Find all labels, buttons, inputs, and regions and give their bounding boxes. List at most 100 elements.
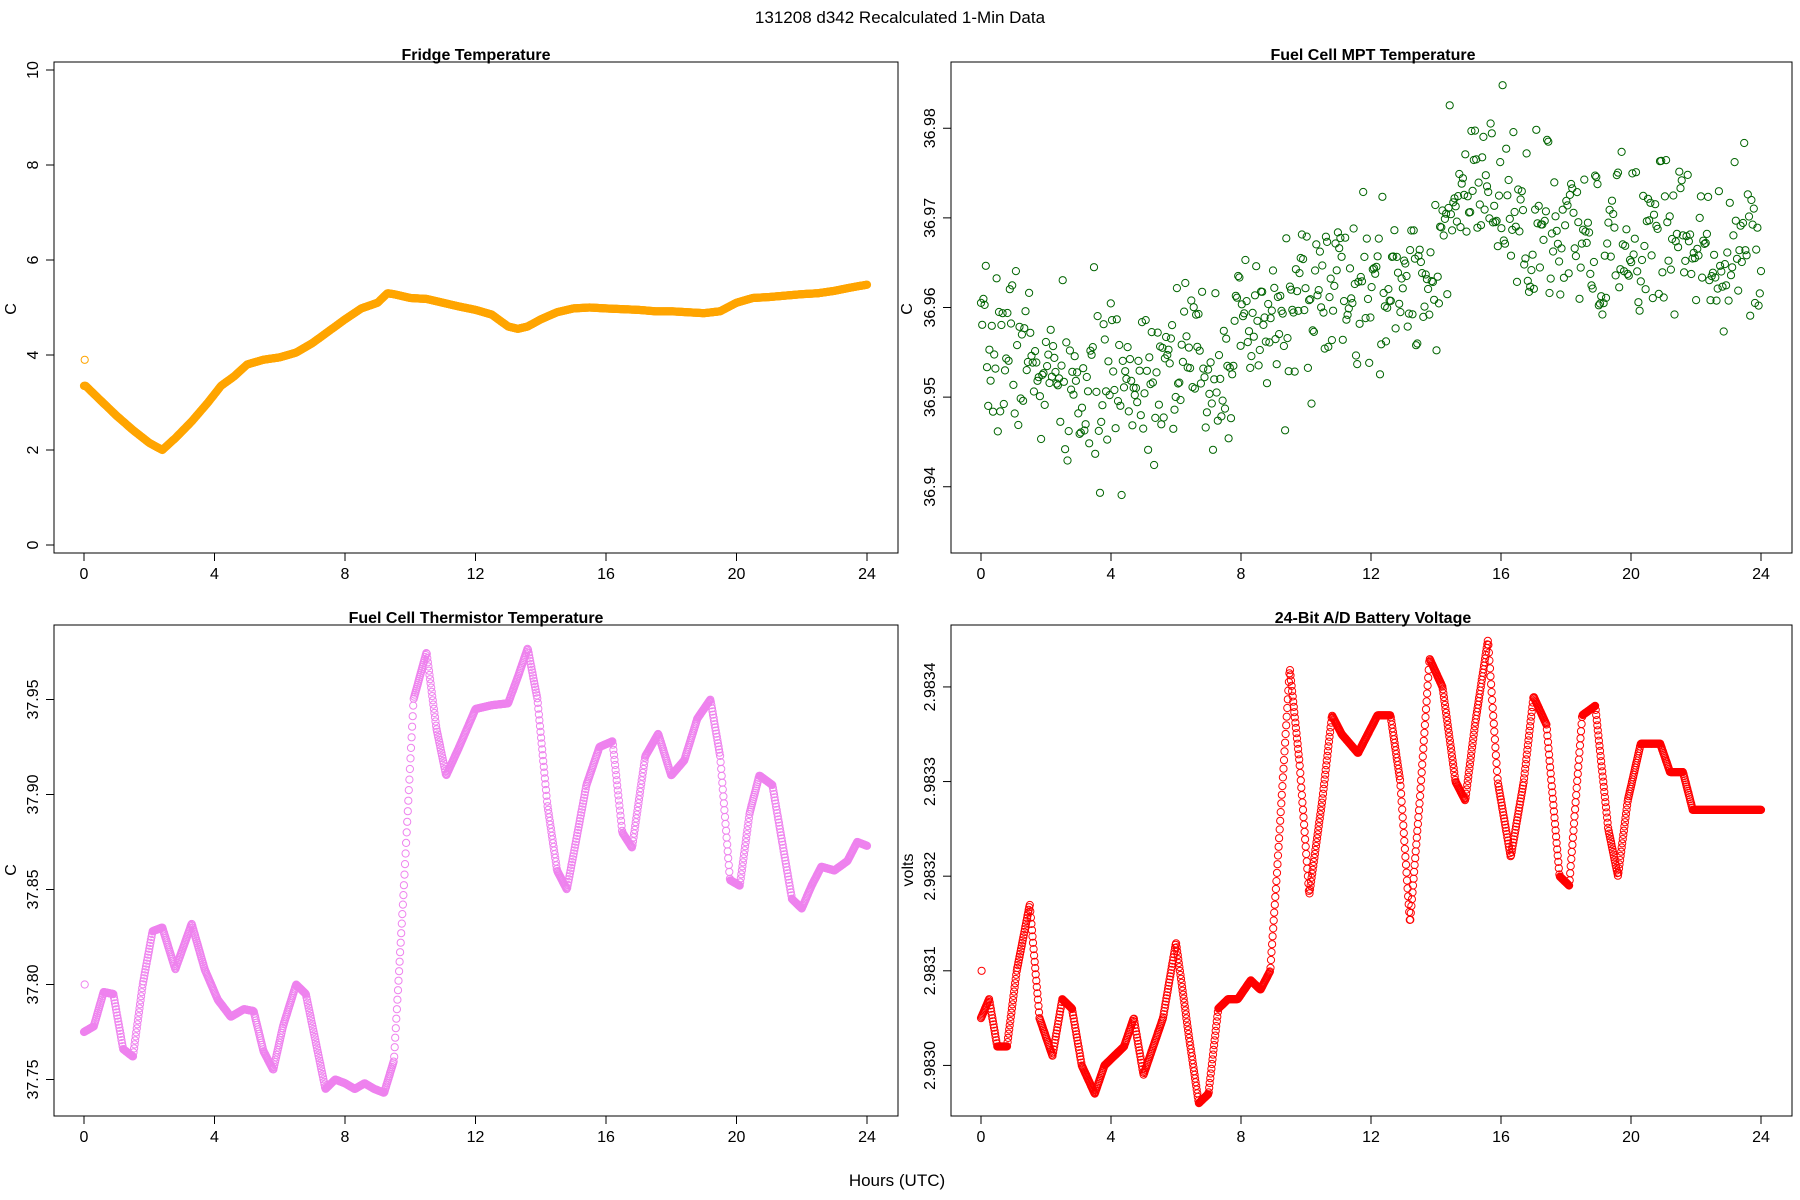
data-point bbox=[1568, 840, 1577, 849]
data-point bbox=[1488, 703, 1497, 713]
data-point bbox=[1298, 805, 1308, 814]
data-point bbox=[712, 732, 721, 742]
data-point bbox=[1575, 294, 1584, 303]
data-point bbox=[1593, 726, 1602, 735]
panel-title: 24-Bit A/D Battery Voltage bbox=[1275, 610, 1472, 627]
data-point bbox=[1518, 206, 1528, 215]
data-point bbox=[1701, 238, 1710, 248]
outlier-point bbox=[80, 980, 89, 989]
data-point bbox=[1492, 216, 1501, 225]
data-point bbox=[1415, 799, 1424, 808]
data-point bbox=[1599, 777, 1608, 786]
data-point bbox=[1597, 757, 1606, 766]
data-point bbox=[1712, 296, 1721, 305]
data-point bbox=[1146, 380, 1155, 389]
data-point bbox=[1343, 310, 1352, 319]
data-point bbox=[1063, 456, 1072, 465]
data-point bbox=[1490, 201, 1499, 210]
data-point bbox=[1369, 264, 1379, 273]
data-point bbox=[1088, 343, 1097, 352]
data-point bbox=[1595, 741, 1604, 750]
data-point bbox=[1242, 297, 1251, 306]
data-point bbox=[408, 722, 417, 731]
data-point bbox=[1158, 343, 1167, 352]
data-point bbox=[1728, 263, 1737, 272]
data-point bbox=[1729, 231, 1738, 240]
data-point bbox=[1139, 424, 1148, 433]
data-point bbox=[1165, 975, 1174, 984]
data-point bbox=[1462, 785, 1471, 794]
data-point bbox=[1439, 693, 1449, 702]
data-point bbox=[1357, 277, 1367, 286]
data-point bbox=[566, 863, 576, 872]
data-point bbox=[632, 810, 641, 819]
data-point bbox=[1544, 137, 1553, 146]
data-point bbox=[1111, 424, 1120, 433]
data-point bbox=[577, 805, 587, 814]
data-point bbox=[1261, 337, 1270, 346]
data-point bbox=[139, 977, 148, 986]
data-point bbox=[611, 760, 620, 770]
data-point bbox=[1734, 286, 1743, 295]
data-point bbox=[1381, 337, 1391, 346]
data-point bbox=[1366, 313, 1375, 322]
data-point bbox=[741, 838, 750, 847]
data-point bbox=[1050, 1038, 1059, 1048]
data-point bbox=[1163, 350, 1172, 360]
data-point bbox=[111, 1002, 120, 1011]
data-point bbox=[1670, 310, 1679, 319]
data-point bbox=[781, 859, 791, 868]
data-point bbox=[1133, 1036, 1142, 1045]
data-point bbox=[134, 1008, 144, 1017]
data-point bbox=[1074, 409, 1083, 418]
data-point bbox=[1004, 1029, 1013, 1038]
data-point bbox=[542, 791, 551, 800]
data-point bbox=[1601, 803, 1611, 812]
data-point bbox=[1305, 885, 1315, 894]
data-point bbox=[1633, 267, 1642, 276]
data-point bbox=[1017, 941, 1026, 950]
data-point bbox=[1604, 823, 1613, 833]
data-point bbox=[1417, 768, 1426, 777]
data-point bbox=[1298, 798, 1307, 807]
data-point bbox=[1317, 802, 1326, 811]
data-point bbox=[529, 677, 539, 686]
data-point bbox=[1051, 1032, 1060, 1041]
data-point bbox=[1131, 383, 1141, 393]
data-point bbox=[1543, 135, 1552, 144]
data-point bbox=[1514, 810, 1523, 819]
y-tick-label: 10 bbox=[25, 61, 42, 79]
data-point bbox=[1422, 697, 1431, 706]
data-point bbox=[438, 754, 447, 763]
data-point bbox=[1039, 369, 1048, 378]
data-point bbox=[1648, 294, 1657, 303]
data-point bbox=[527, 662, 536, 672]
data-point bbox=[1103, 435, 1112, 444]
data-point bbox=[1390, 226, 1399, 235]
data-point bbox=[1005, 1021, 1014, 1030]
data-point bbox=[1274, 842, 1283, 851]
data-point bbox=[1412, 840, 1421, 849]
data-point bbox=[1573, 188, 1582, 197]
data-point bbox=[1603, 818, 1612, 827]
data-point bbox=[611, 766, 620, 775]
data-point bbox=[1753, 223, 1762, 232]
x-tick-label: 24 bbox=[1752, 566, 1770, 583]
data-point bbox=[1012, 966, 1021, 975]
data-point bbox=[1731, 216, 1740, 225]
outlier-point bbox=[80, 355, 89, 364]
data-point bbox=[1630, 234, 1639, 243]
data-point bbox=[1175, 378, 1184, 387]
data-point bbox=[1425, 310, 1434, 319]
data-point bbox=[1714, 187, 1724, 196]
data-point bbox=[140, 968, 149, 977]
x-tick-label: 12 bbox=[467, 1129, 485, 1146]
data-point bbox=[117, 1036, 126, 1045]
data-point bbox=[396, 948, 405, 957]
data-point bbox=[409, 701, 418, 710]
data-point bbox=[1567, 847, 1576, 857]
data-point bbox=[393, 986, 403, 995]
data-point bbox=[1169, 424, 1178, 433]
data-point bbox=[1164, 345, 1173, 354]
